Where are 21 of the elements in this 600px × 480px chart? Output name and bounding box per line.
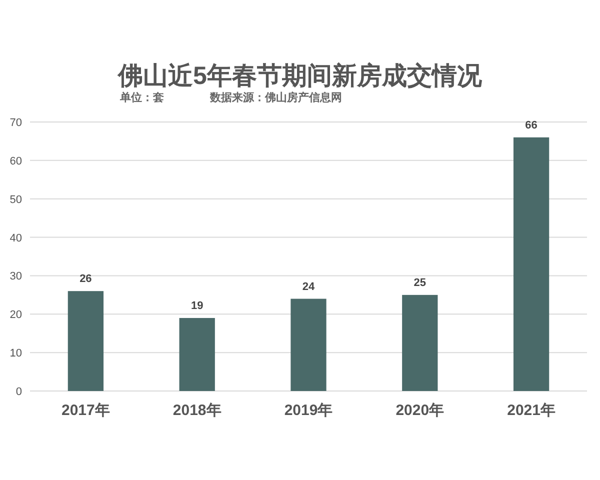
- ytick: 30: [10, 270, 22, 283]
- ytick: 20: [10, 309, 22, 322]
- xtick: 2020年: [396, 402, 444, 419]
- subtitle: 单位：套: [120, 92, 164, 104]
- xtick: 2017年: [62, 402, 110, 419]
- data-label: 19: [190, 300, 204, 312]
- ytick: 60: [10, 155, 22, 168]
- data-label: 24: [302, 280, 315, 293]
- xtick: 2019年: [284, 402, 333, 419]
- xtick: 2018年: [172, 402, 222, 419]
- ytick: 0: [16, 386, 22, 398]
- data-label: 66: [525, 119, 538, 132]
- title: 佛山近5年春节期间新房成交情况: [118, 62, 482, 90]
- xtick: 2021年: [507, 402, 556, 419]
- annotation: 数据来源：佛山房产信息网: [210, 92, 342, 104]
- ytick: 70: [10, 117, 22, 129]
- data-label: 26: [80, 273, 92, 286]
- data-label: 25: [414, 276, 426, 289]
- ytick: 40: [10, 232, 22, 244]
- ytick: 50: [10, 194, 22, 206]
- ytick: 10: [10, 348, 22, 360]
